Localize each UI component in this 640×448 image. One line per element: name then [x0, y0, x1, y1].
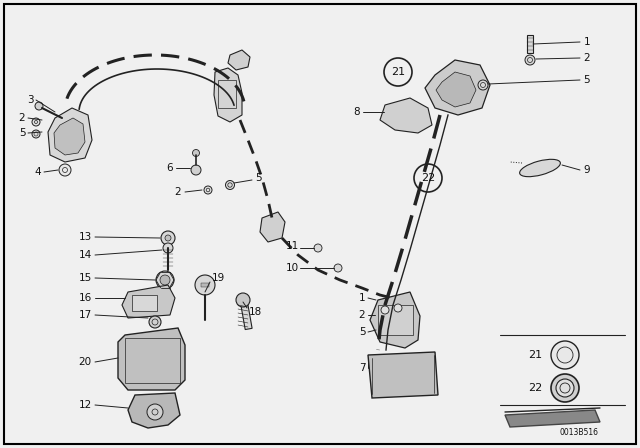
Polygon shape: [425, 60, 490, 115]
Polygon shape: [118, 328, 185, 390]
Circle shape: [161, 231, 175, 245]
Text: 2: 2: [19, 113, 26, 123]
Text: 5: 5: [358, 327, 365, 337]
Text: 20: 20: [79, 357, 92, 367]
Text: 10: 10: [285, 263, 299, 273]
Circle shape: [551, 341, 579, 369]
Circle shape: [193, 150, 200, 156]
Circle shape: [381, 306, 389, 314]
Text: 2: 2: [358, 310, 365, 320]
Polygon shape: [436, 72, 476, 107]
Polygon shape: [228, 50, 250, 70]
Polygon shape: [48, 108, 92, 162]
Text: 1: 1: [584, 37, 590, 47]
Circle shape: [147, 404, 163, 420]
Text: 19: 19: [211, 273, 225, 283]
Text: 6: 6: [166, 163, 173, 173]
Text: 5: 5: [584, 75, 590, 85]
Bar: [132, 295, 157, 311]
Circle shape: [314, 244, 322, 252]
Circle shape: [551, 374, 579, 402]
Text: 5: 5: [19, 128, 26, 138]
Text: 12: 12: [78, 400, 92, 410]
Text: 1: 1: [358, 293, 365, 303]
Text: 7: 7: [358, 363, 365, 373]
Circle shape: [35, 102, 43, 110]
Text: 11: 11: [285, 241, 299, 251]
Circle shape: [163, 243, 173, 253]
Text: 17: 17: [78, 310, 92, 320]
Ellipse shape: [520, 159, 561, 177]
Polygon shape: [260, 212, 285, 242]
Circle shape: [334, 264, 342, 272]
Bar: [527, 35, 533, 53]
Circle shape: [394, 304, 402, 312]
Bar: [378, 305, 413, 335]
Circle shape: [478, 80, 488, 90]
Circle shape: [160, 275, 170, 285]
Text: 5: 5: [255, 173, 261, 183]
Circle shape: [191, 165, 201, 175]
Text: 2: 2: [584, 53, 590, 63]
Bar: [218, 80, 236, 108]
Text: 0013B516: 0013B516: [559, 427, 598, 436]
Circle shape: [32, 130, 40, 138]
Text: 22: 22: [528, 383, 542, 393]
Polygon shape: [214, 68, 242, 122]
Polygon shape: [505, 410, 600, 427]
Text: 21: 21: [391, 67, 405, 77]
Circle shape: [165, 235, 171, 241]
Circle shape: [204, 186, 212, 194]
Text: 13: 13: [78, 232, 92, 242]
Bar: [240, 299, 252, 330]
Polygon shape: [122, 285, 175, 318]
Text: 16: 16: [78, 293, 92, 303]
Text: 14: 14: [78, 250, 92, 260]
Circle shape: [225, 181, 234, 190]
Text: 3: 3: [27, 95, 33, 105]
Polygon shape: [201, 283, 209, 287]
Polygon shape: [380, 98, 432, 133]
Circle shape: [556, 379, 574, 397]
Text: 8: 8: [354, 107, 360, 117]
Bar: [125, 338, 180, 383]
Circle shape: [156, 271, 174, 289]
Text: 15: 15: [78, 273, 92, 283]
Text: 21: 21: [528, 350, 542, 360]
Polygon shape: [370, 292, 420, 348]
Text: 22: 22: [421, 173, 435, 183]
Circle shape: [32, 118, 40, 126]
Circle shape: [195, 275, 215, 295]
Polygon shape: [128, 393, 180, 428]
Circle shape: [149, 316, 161, 328]
Circle shape: [236, 293, 250, 307]
Text: 9: 9: [584, 165, 590, 175]
Text: 18: 18: [248, 307, 262, 317]
Circle shape: [525, 55, 535, 65]
Circle shape: [59, 164, 71, 176]
Polygon shape: [368, 352, 438, 398]
Polygon shape: [54, 118, 85, 155]
Text: 2: 2: [175, 187, 181, 197]
Text: 4: 4: [35, 167, 42, 177]
